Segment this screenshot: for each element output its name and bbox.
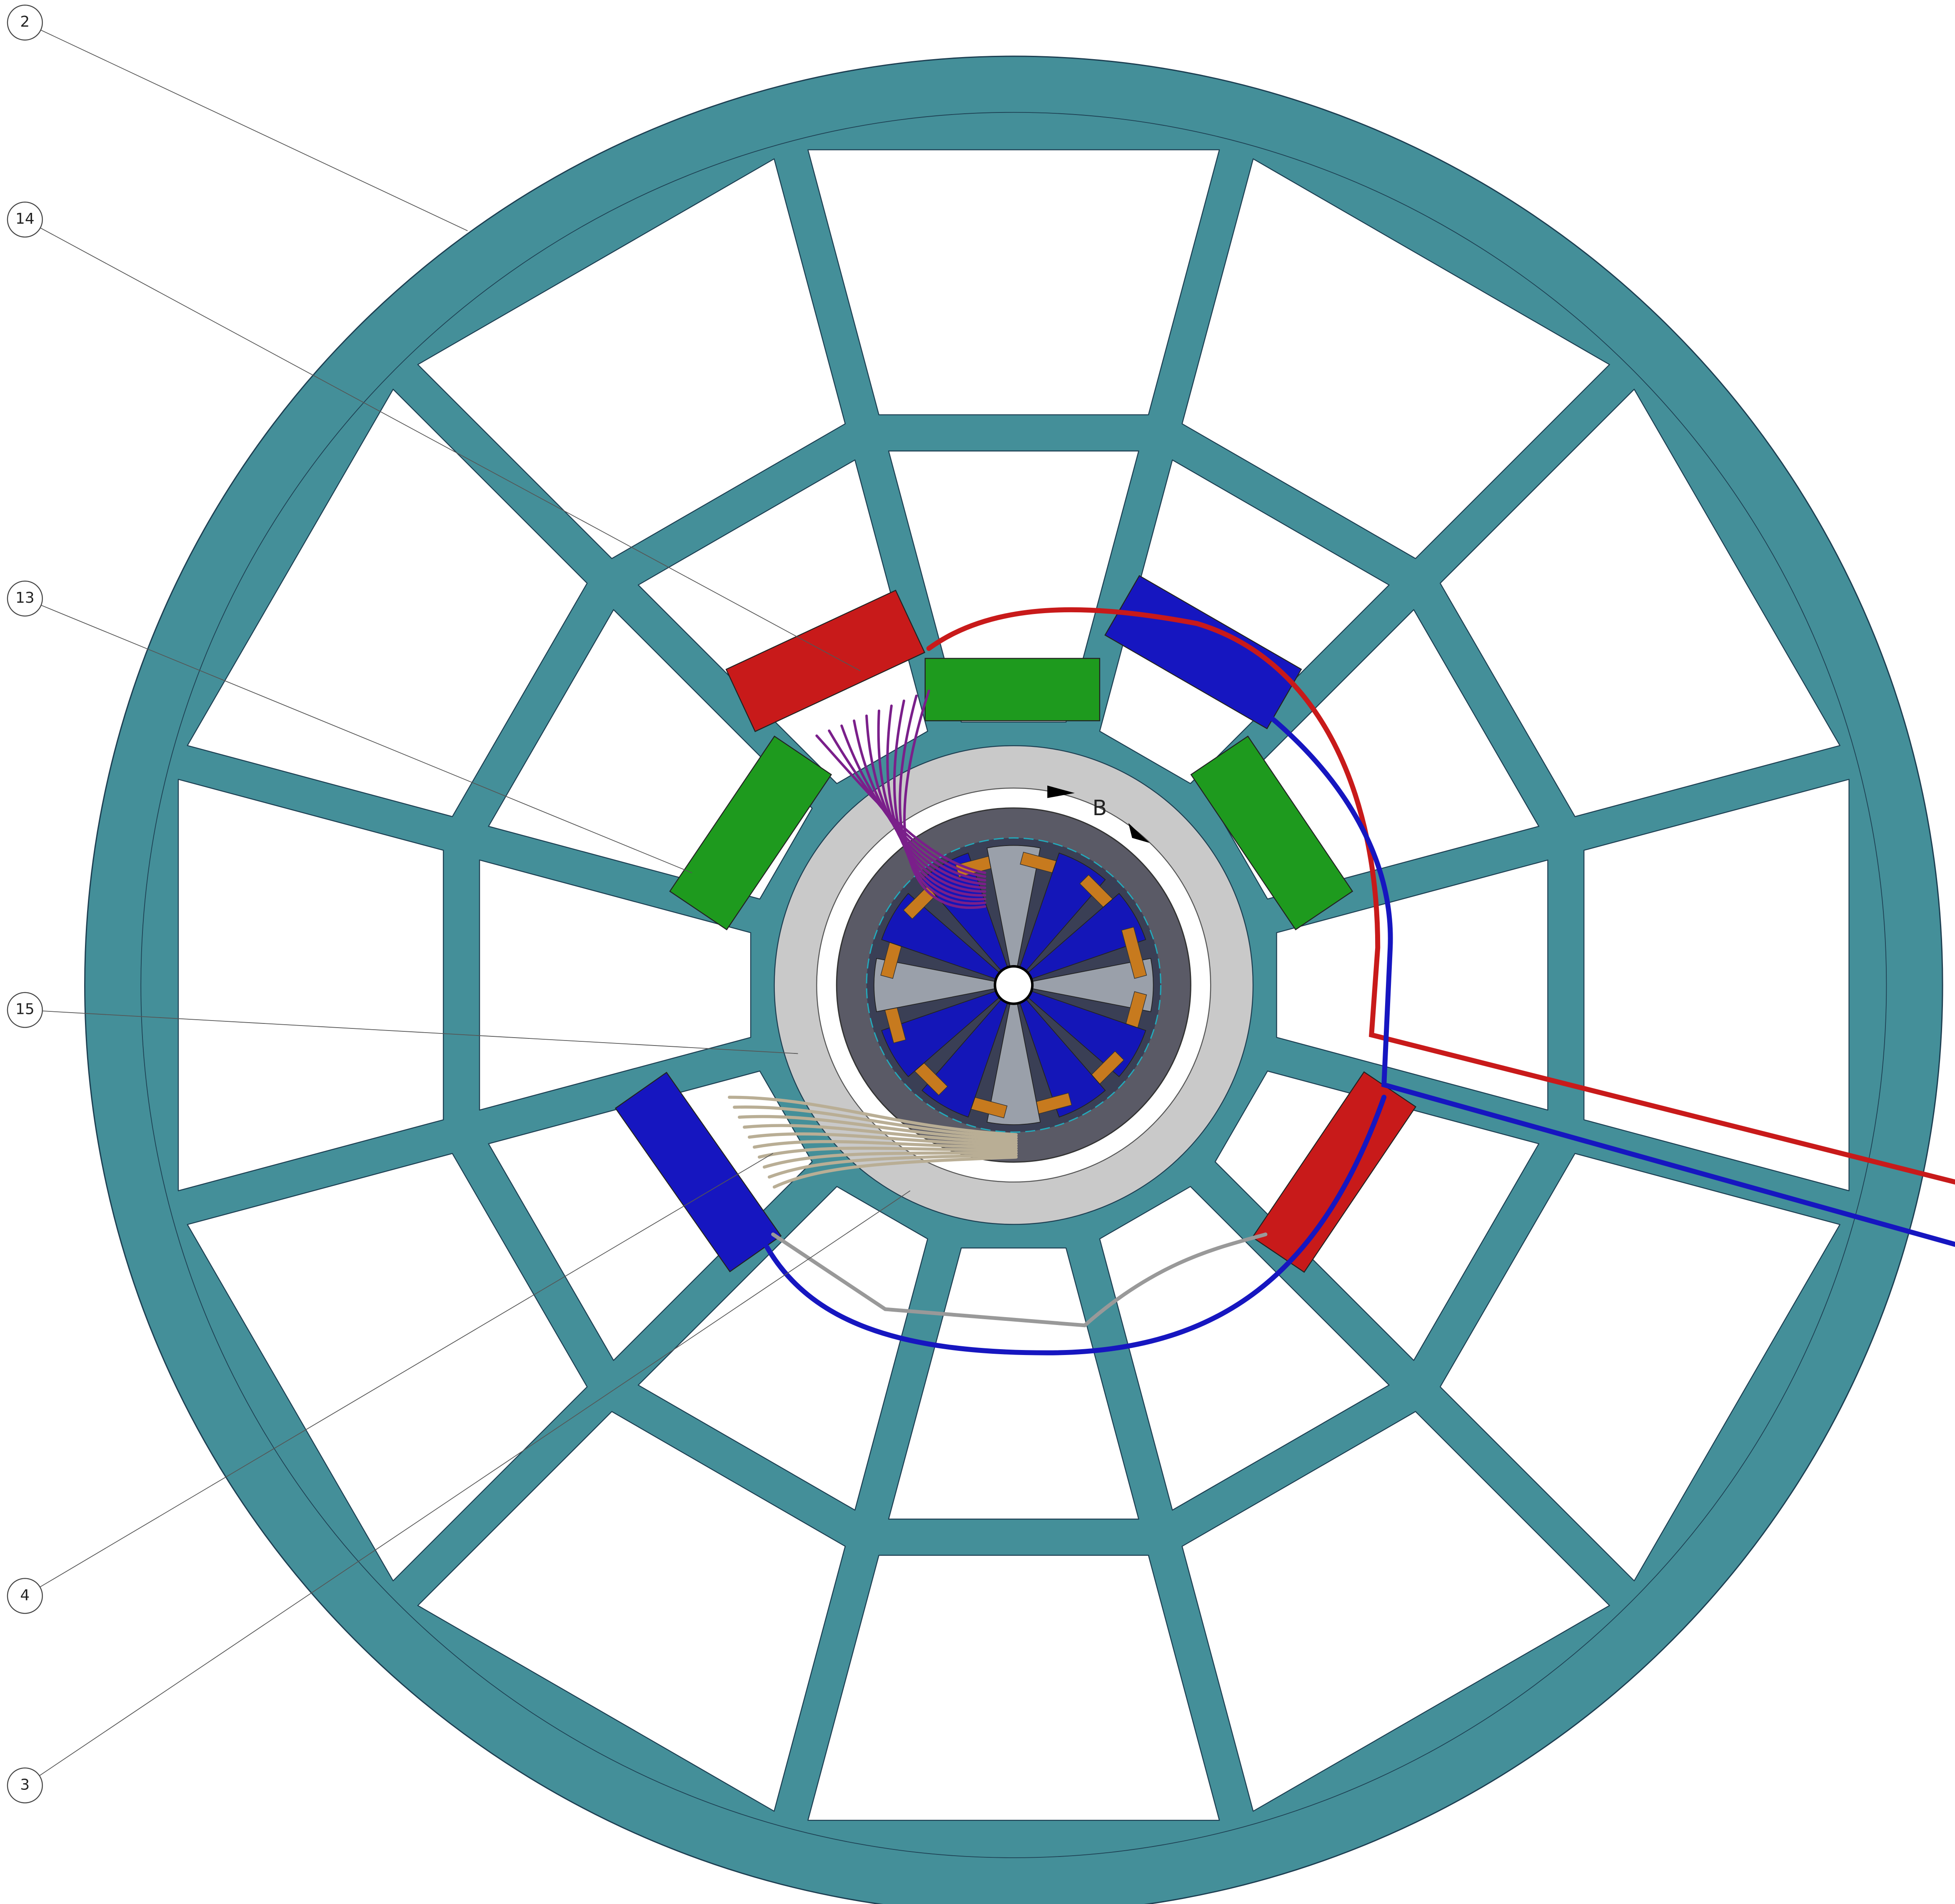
hose	[762, 1150, 1018, 1169]
rotor-sector	[1013, 893, 1146, 986]
section-label: B	[1092, 796, 1107, 820]
red-manifold	[725, 589, 926, 732]
leader-line	[39, 1190, 911, 1776]
green-manifold	[669, 735, 832, 931]
section-arrow	[1047, 785, 1075, 798]
callout-bubble	[7, 1767, 43, 1804]
outer-cell	[1181, 1411, 1610, 1812]
rotor-bar	[1121, 926, 1147, 979]
callout-bubble	[7, 5, 43, 41]
green-manifold	[1190, 735, 1353, 931]
hose	[903, 689, 986, 909]
rotor-sector	[1014, 958, 1154, 1012]
callout-bubble	[7, 580, 43, 617]
callout-label: 14	[15, 210, 35, 227]
leader-line	[41, 605, 692, 873]
callout-bubble	[7, 992, 43, 1028]
hose	[733, 1105, 1018, 1139]
inner-cell	[637, 1186, 928, 1511]
callout-bubble	[7, 202, 43, 238]
green-manifold	[924, 658, 1101, 721]
inner-cell	[1099, 459, 1390, 784]
inner-cell	[888, 450, 1139, 723]
leader-line	[40, 30, 468, 231]
hose	[1113, 627, 1955, 1247]
callout-label: 13	[15, 589, 35, 606]
hose	[753, 1140, 1018, 1149]
leader-line	[40, 227, 861, 671]
outer-cell	[1439, 389, 1840, 817]
hose	[757, 1146, 1018, 1159]
callout-label: 3	[20, 1776, 30, 1793]
rotor-sector	[986, 845, 1041, 985]
outer-cell	[187, 389, 588, 817]
blue-manifold	[614, 1072, 782, 1273]
leader-line	[40, 1153, 774, 1587]
leader-line	[42, 1011, 798, 1054]
hose	[743, 1124, 1018, 1144]
inner-cell	[479, 859, 752, 1111]
outer-cell	[1181, 158, 1610, 559]
hose	[772, 1155, 1018, 1189]
rotor-sector	[1013, 985, 1106, 1118]
outer-cell	[417, 1411, 846, 1812]
hose	[764, 1095, 1387, 1355]
shaft	[994, 965, 1034, 1005]
outer-cell	[417, 158, 846, 559]
hose	[748, 1132, 1018, 1146]
hose	[728, 1095, 1018, 1136]
callout-label: 4	[20, 1587, 30, 1604]
inner-cell	[1276, 859, 1548, 1111]
rim-inner-edge	[140, 112, 1887, 1858]
outer-cell	[177, 779, 444, 1191]
hose	[738, 1115, 1018, 1141]
hose	[771, 1232, 1268, 1328]
inner-cell	[1214, 1071, 1540, 1361]
outer-cell	[807, 1555, 1220, 1821]
callout-bubble	[7, 1578, 43, 1614]
outer-cell	[807, 149, 1220, 416]
callout-label: 2	[20, 13, 30, 30]
rotor-sector	[986, 985, 1041, 1125]
outer-cell	[1439, 1153, 1840, 1582]
outer-cell	[187, 1153, 588, 1582]
section-arrow	[1128, 823, 1150, 843]
outer-cell	[1583, 779, 1850, 1191]
rotor-sector	[874, 958, 1014, 1012]
rotor-sector	[881, 984, 1014, 1078]
rotor-sector	[921, 852, 1014, 986]
hose	[767, 1153, 1018, 1179]
callout-label: 15	[15, 1001, 35, 1018]
